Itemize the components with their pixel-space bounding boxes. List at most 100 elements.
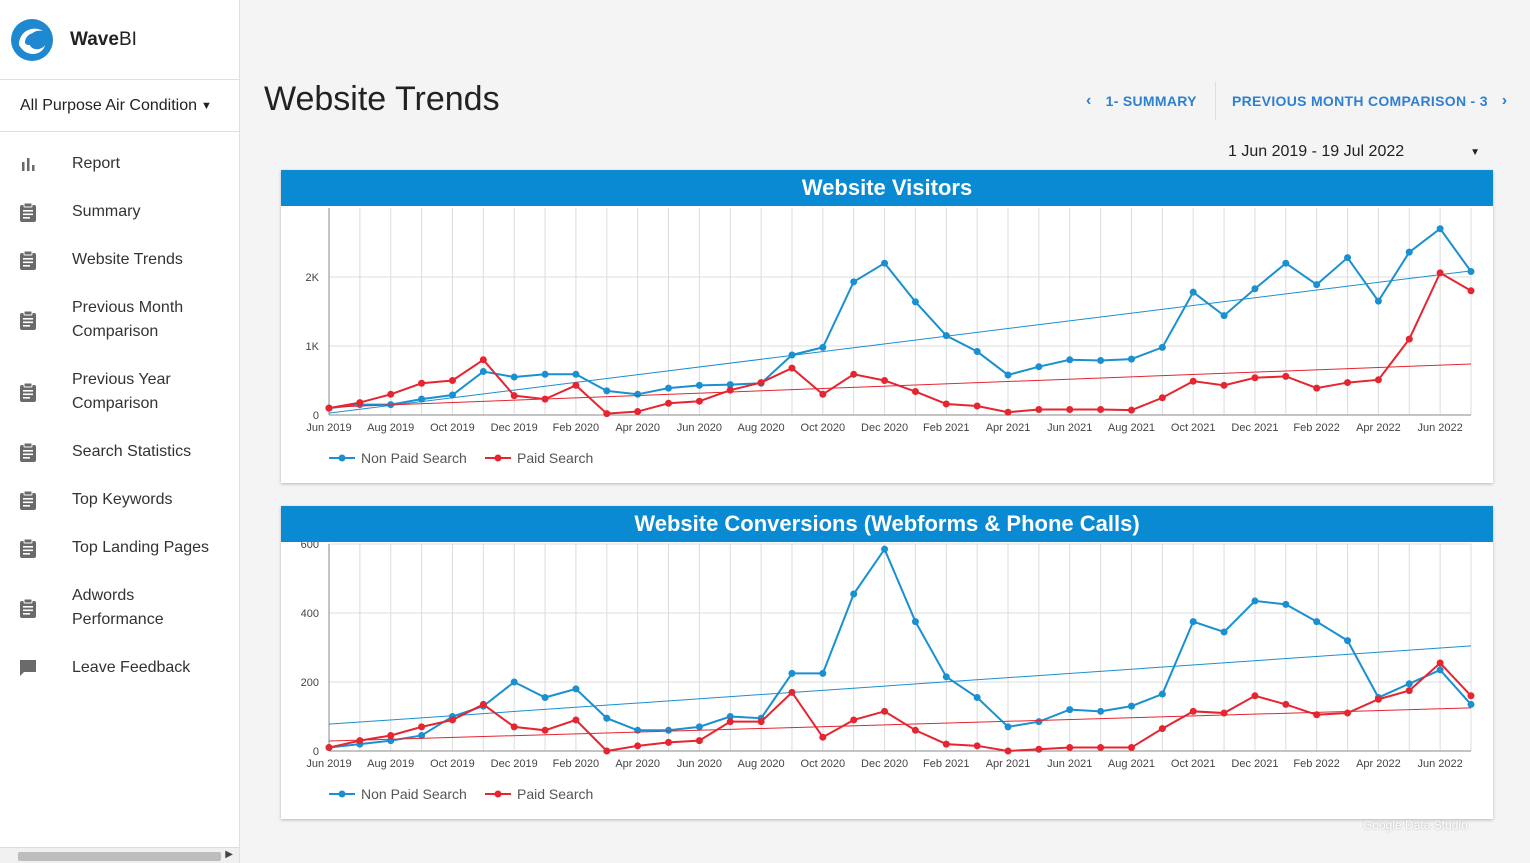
data-point (479, 700, 487, 708)
sidebar-item-search-statistics[interactable]: Search Statistics (0, 428, 239, 476)
brand[interactable]: WaveBI (0, 0, 239, 80)
data-point (1313, 281, 1321, 289)
x-tick-label: Aug 2020 (738, 758, 785, 770)
date-range-picker[interactable]: 1 Jun 2019 - 19 Jul 2022 ▼ (1228, 143, 1480, 161)
sidebar-item-previous-month-comparison[interactable]: Previous Month Comparison (0, 284, 239, 356)
sidebar-item-leave-feedback[interactable]: Leave Feedback (0, 644, 239, 692)
sidebar-item-top-keywords[interactable]: Top Keywords (0, 476, 239, 524)
sidebar-item-summary[interactable]: Summary (0, 188, 239, 236)
bar-chart-icon (18, 154, 38, 174)
series-line (328, 271, 1472, 415)
chart-title: Website Conversions (Webforms & Phone Ca… (281, 506, 1493, 542)
data-point (1251, 285, 1259, 293)
data-point (665, 738, 673, 746)
client-selector[interactable]: All Purpose Air Condition ▼ (0, 80, 239, 132)
chart-title: Website Visitors (281, 170, 1493, 206)
x-tick-label: Dec 2020 (861, 758, 908, 770)
y-tick-label: 600 (301, 542, 319, 551)
wave-logo-icon (11, 18, 53, 61)
pager-divider (1215, 82, 1216, 120)
x-tick-label: Oct 2020 (801, 758, 846, 770)
data-point (1127, 744, 1135, 752)
x-tick-label: Jun 2020 (677, 422, 722, 434)
data-point (1158, 394, 1166, 402)
data-point (726, 386, 734, 394)
clipboard-icon (18, 598, 38, 618)
data-point (819, 390, 827, 398)
data-point (1189, 288, 1197, 296)
scroll-right-arrow-icon[interactable]: ▶ (225, 849, 233, 860)
data-point (1374, 376, 1382, 384)
data-point (726, 718, 734, 726)
data-point (1220, 628, 1228, 636)
data-point (1066, 356, 1074, 364)
data-point (1282, 259, 1290, 267)
sidebar-item-top-landing-pages[interactable]: Top Landing Pages (0, 524, 239, 572)
data-point (726, 713, 734, 720)
x-tick-label: Apr 2020 (615, 422, 660, 434)
clipboard-icon (18, 538, 38, 558)
data-point (418, 395, 426, 403)
data-point (1282, 700, 1290, 708)
data-point (1282, 600, 1290, 608)
sidebar-item-report[interactable]: Report (0, 140, 239, 188)
scrollbar-thumb[interactable] (18, 852, 221, 861)
data-point (1467, 692, 1475, 700)
data-point (1189, 377, 1197, 385)
data-point (479, 356, 487, 364)
sidebar-nav: Report Summary Website Trends Previous M… (0, 132, 239, 692)
horizontal-scrollbar[interactable]: ▶ (0, 847, 239, 863)
sidebar-item-adwords-performance[interactable]: Adwords Performance (0, 572, 239, 644)
clipboard-icon (18, 310, 38, 330)
data-point (942, 740, 950, 748)
data-point (510, 392, 518, 400)
data-point (1405, 248, 1413, 256)
previous-page-label: 1- SUMMARY (1105, 93, 1197, 109)
y-tick-label: 0 (313, 410, 319, 422)
data-point (819, 733, 827, 741)
data-point (942, 673, 950, 681)
x-tick-label: Apr 2021 (986, 758, 1031, 770)
x-tick-label: Aug 2019 (367, 422, 414, 434)
data-point (603, 410, 611, 418)
x-tick-label: Aug 2021 (1108, 758, 1155, 770)
clipboard-icon (18, 442, 38, 462)
data-point (1344, 637, 1352, 645)
x-tick-label: Dec 2021 (1231, 758, 1278, 770)
date-range-value: 1 Jun 2019 - 19 Jul 2022 (1228, 143, 1405, 160)
data-point (418, 723, 426, 731)
data-point (695, 737, 703, 745)
website-visitors-chart: 0 1K 2K Jun 2019 Aug 2019 Oct 2019 Dec 2019 Feb… (306, 208, 1475, 466)
legend-label: Non Paid Search (361, 786, 467, 802)
x-tick-label: Jun 2021 (1047, 422, 1092, 434)
x-tick-label: Dec 2019 (491, 758, 538, 770)
legend-marker (494, 454, 502, 462)
x-tick-label: Jun 2019 (306, 422, 351, 434)
x-tick-label: Jun 2022 (1418, 758, 1463, 770)
data-point (603, 387, 611, 395)
sidebar-item-website-trends[interactable]: Website Trends (0, 236, 239, 284)
data-point (1313, 711, 1321, 719)
x-tick-label: Jun 2020 (677, 758, 722, 770)
clipboard-icon (18, 250, 38, 270)
client-selector-value: All Purpose Air Condition (20, 96, 197, 114)
sidebar-item-label: Previous Month Comparison (72, 299, 184, 340)
data-point (1004, 723, 1012, 731)
chevron-down-icon: ▼ (1470, 147, 1480, 158)
sidebar-item-previous-year-comparison[interactable]: Previous Year Comparison (0, 356, 239, 428)
google-data-studio-watermark: Google Data Studio (1363, 818, 1468, 832)
x-tick-label: Jun 2019 (306, 758, 351, 770)
data-point (911, 298, 919, 306)
data-point (1374, 297, 1382, 305)
data-point (973, 348, 981, 356)
brand-name: WaveBI (70, 28, 137, 50)
data-point (1251, 374, 1259, 382)
trendline (328, 645, 1472, 725)
website-visitors-chart-card: Website Visitors 0 1K 2K Jun 2019 Aug 2019 Oc… (281, 170, 1493, 483)
legend-marker (494, 790, 502, 798)
x-tick-label: Apr 2022 (1356, 758, 1401, 770)
previous-page-link[interactable]: ‹ 1- SUMMARY (1086, 92, 1197, 110)
x-tick-label: Apr 2021 (986, 422, 1031, 434)
sidebar-item-label: Top Keywords (72, 491, 173, 508)
next-page-link[interactable]: PREVIOUS MONTH COMPARISON - 3 › (1232, 92, 1507, 110)
